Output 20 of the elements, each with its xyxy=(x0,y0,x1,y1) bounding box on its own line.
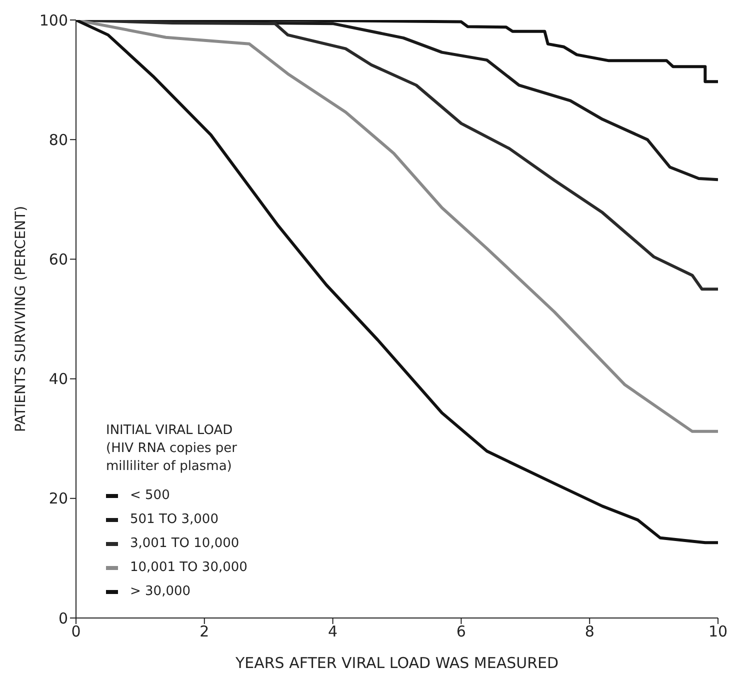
x-tick-label: 2 xyxy=(200,622,210,641)
y-tick-label: 100 xyxy=(39,11,68,30)
legend-label: 501 TO 3,000 xyxy=(130,511,218,529)
legend-label: < 500 xyxy=(130,487,170,505)
y-tick-label: 0 xyxy=(58,609,68,628)
x-tick-label: 10 xyxy=(708,622,728,641)
y-tick-label: 80 xyxy=(48,130,68,149)
x-tick-label: 6 xyxy=(456,622,466,641)
legend-label: 10,001 TO 30,000 xyxy=(130,559,248,577)
legend-title: INITIAL VIRAL LOAD (HIV RNA copies per milliliter of plasma) xyxy=(106,422,238,476)
x-axis-title: YEARS AFTER VIRAL LOAD WAS MEASURED xyxy=(234,654,559,672)
y-axis-title: PATIENTS SURVIVING (PERCENT) xyxy=(12,206,29,432)
legend-label: 3,001 TO 10,000 xyxy=(130,535,240,553)
y-tick-label: 60 xyxy=(48,250,68,269)
x-tick-label: 8 xyxy=(584,622,594,641)
x-tick-label: 0 xyxy=(71,622,81,641)
x-tick-label: 4 xyxy=(328,622,338,641)
y-tick-label: 20 xyxy=(48,490,68,508)
y-tick-label: 40 xyxy=(48,370,68,388)
legend-label: > 30,000 xyxy=(130,583,191,601)
